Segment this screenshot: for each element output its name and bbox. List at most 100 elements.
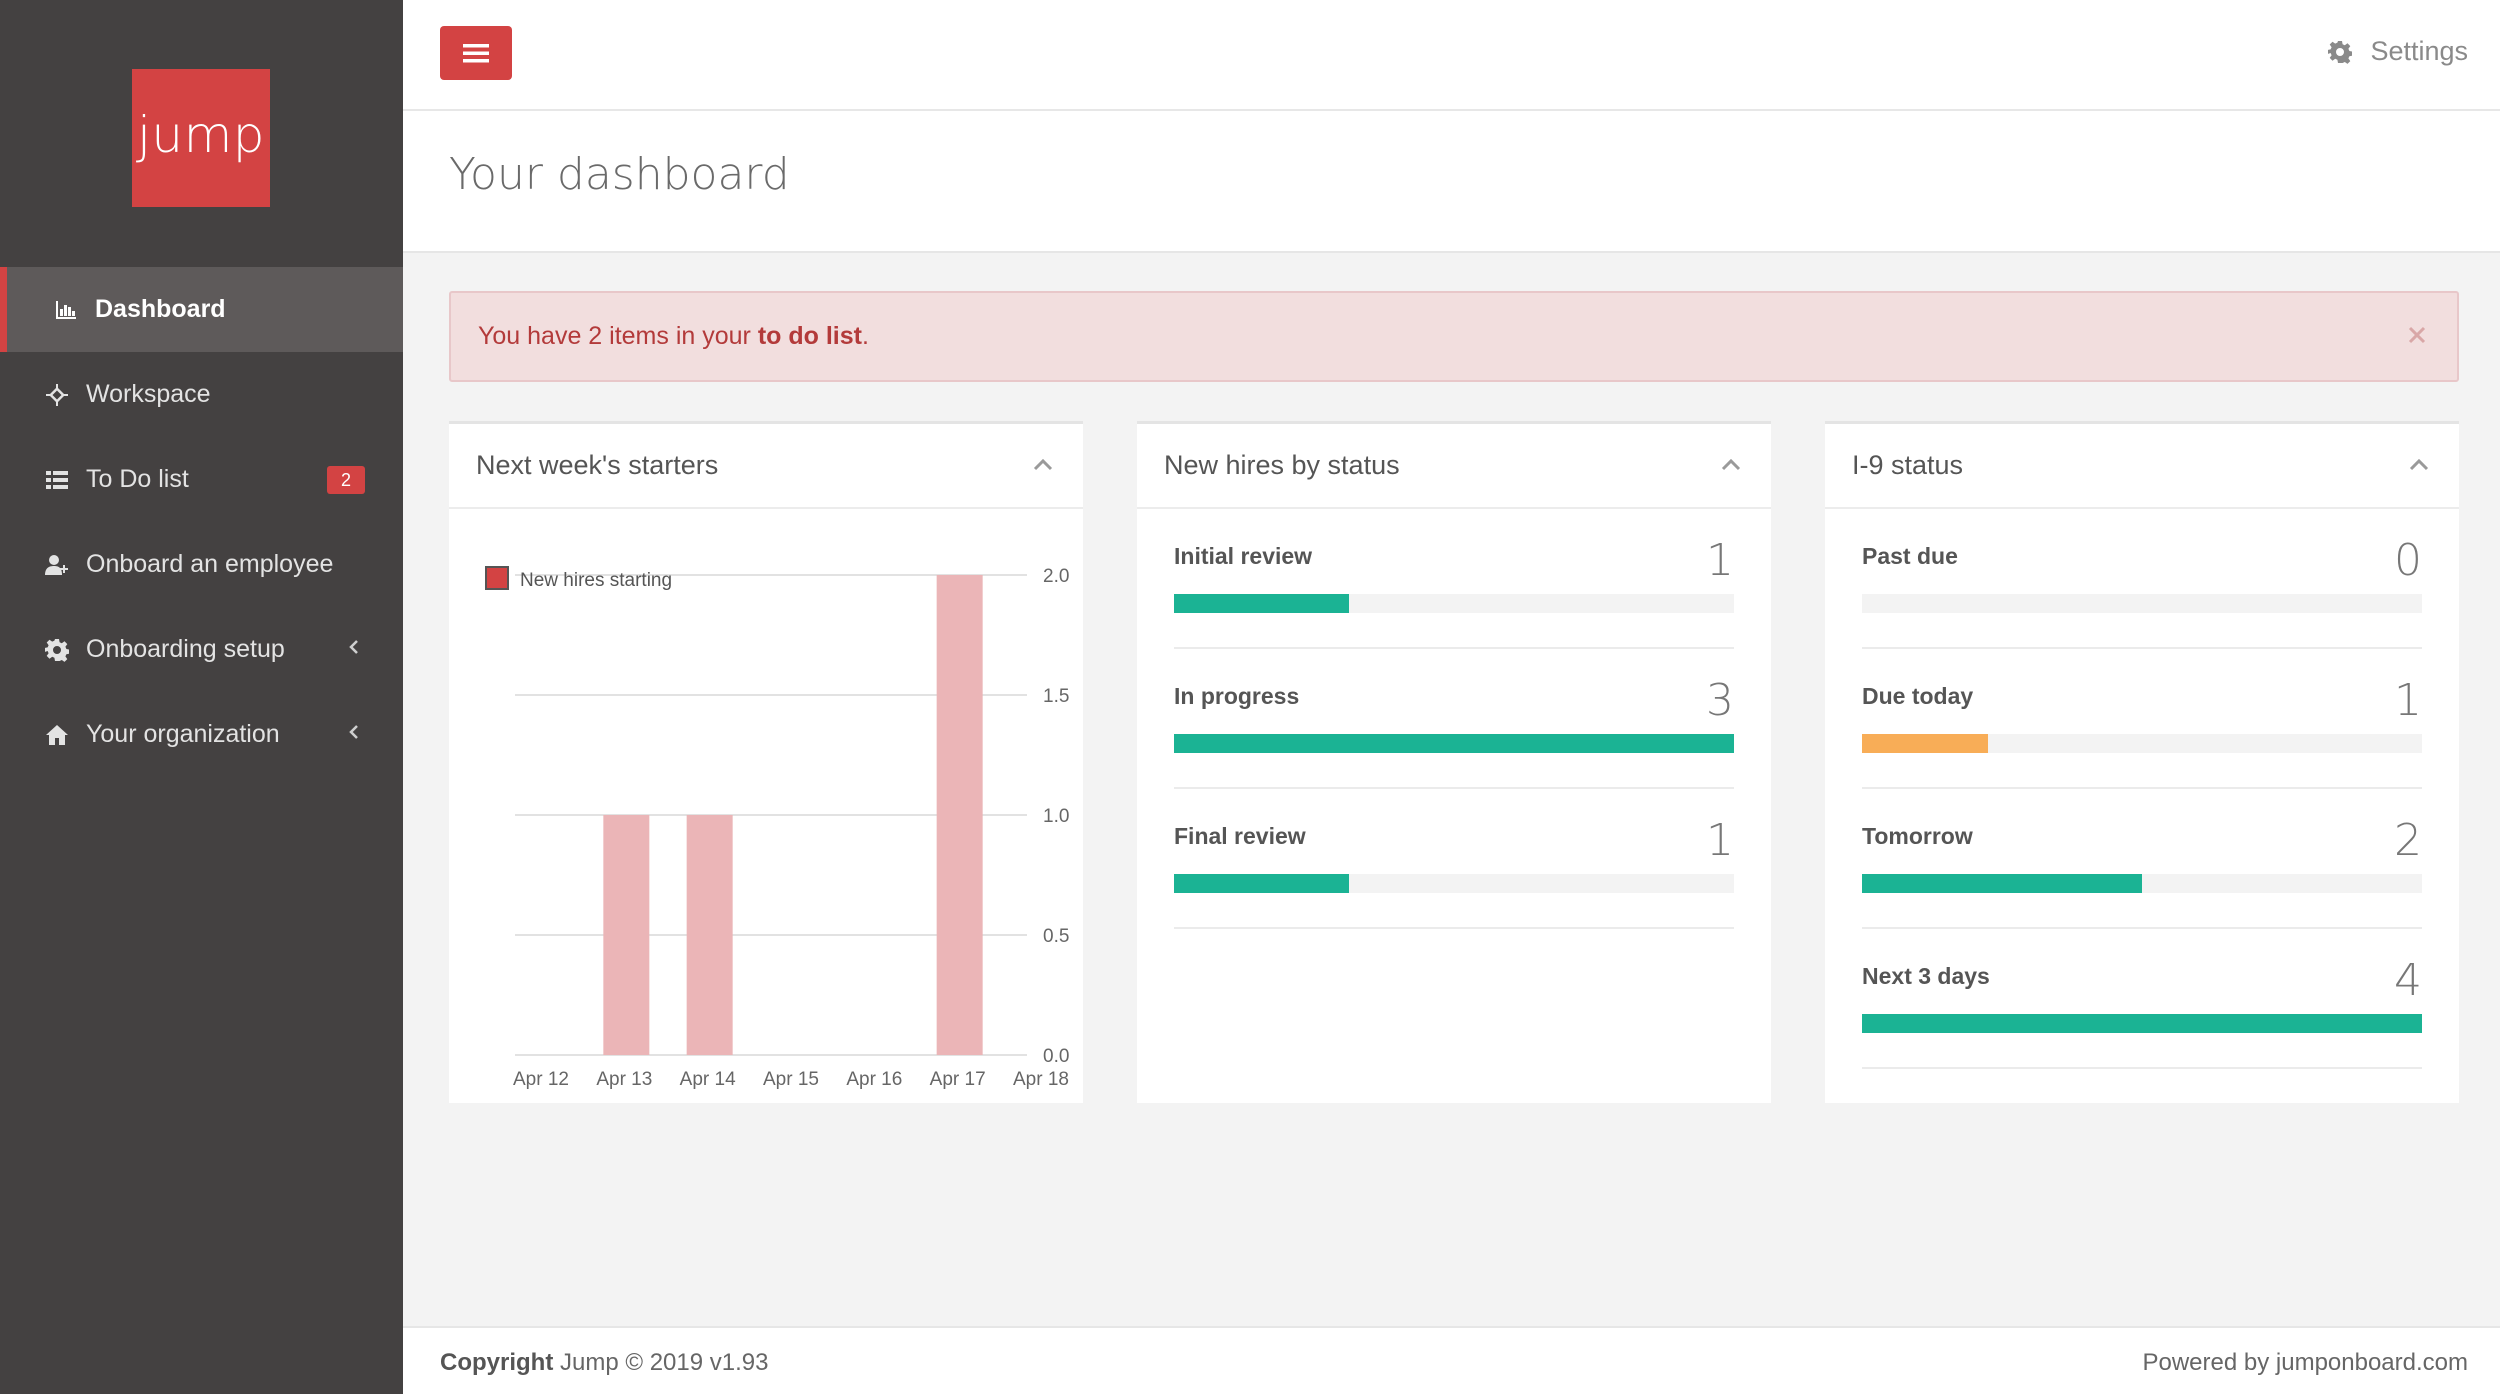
progress-fill (1862, 874, 2142, 893)
progress-fill (1862, 734, 1988, 753)
x-tick-label: Apr 14 (680, 1069, 736, 1090)
todo-list-link[interactable]: to do list (757, 322, 862, 350)
new-hires-panel: New hires by status Initial review 1 In … (1137, 421, 1771, 1103)
chevron-up-icon[interactable] (2408, 456, 2432, 476)
logo[interactable]: jump (132, 69, 270, 207)
alert-suffix: . (861, 322, 869, 350)
x-tick-label: Apr 12 (513, 1069, 569, 1090)
sidebar-item-your-organization[interactable]: Your organization (0, 692, 403, 777)
copyright-label: Copyright (440, 1349, 554, 1376)
chevron-up-icon[interactable] (1720, 456, 1744, 476)
progress-track (1862, 874, 2422, 893)
status-row[interactable]: Due today 1 (1862, 649, 2422, 789)
top-bar: Settings (403, 0, 2500, 111)
sidebar-item-onboard-employee[interactable]: Onboard an employee (0, 522, 403, 607)
page-header: Your dashboard (403, 111, 2500, 253)
status-row[interactable]: Final review 1 (1174, 789, 1734, 929)
sidebar-item-label: Dashboard (95, 295, 226, 323)
sidebar-item-label: Onboarding setup (86, 635, 285, 663)
todo-count-badge: 2 (327, 466, 365, 494)
footer: Copyright Jump © 2019 v1.93 Powered by j… (403, 1326, 2500, 1394)
settings-link[interactable]: Settings (2328, 36, 2468, 67)
page-title: Your dashboard (449, 149, 790, 200)
copyright: Copyright Jump © 2019 v1.93 (440, 1349, 768, 1377)
x-tick-label: Apr 17 (930, 1069, 986, 1090)
status-row[interactable]: In progress 3 (1174, 649, 1734, 789)
x-tick-label: Apr 13 (596, 1069, 652, 1090)
sidebar-item-label: Onboard an employee (86, 550, 334, 578)
sidebar-nav: Dashboard Workspace To Do list 2 Onboard… (0, 267, 403, 777)
y-tick-label: 1.5 (1043, 686, 1069, 707)
home-icon (44, 722, 70, 748)
copyright-text: Jump © 2019 v1.93 (553, 1349, 769, 1376)
status-label: Tomorrow (1862, 823, 1973, 849)
progress-track (1174, 734, 1734, 753)
sidebar-item-label: Workspace (86, 380, 211, 408)
progress-track (1862, 594, 2422, 613)
status-label: In progress (1174, 683, 1300, 709)
progress-fill (1174, 734, 1734, 753)
panel-title: Next week's starters (476, 450, 719, 480)
status-count: 2 (2394, 815, 2422, 866)
hamburger-icon (463, 44, 489, 63)
status-label: Next 3 days (1862, 963, 1990, 989)
panel-title: New hires by status (1164, 450, 1400, 480)
x-tick-label: Apr 16 (846, 1069, 902, 1090)
starters-chart-svg: 0.0 0.5 1.0 1.5 2.0 Apr 12 Apr 13 Apr 14 Apr 15 A… (485, 566, 1069, 1090)
progress-track (1862, 734, 2422, 753)
chevron-left-icon (347, 720, 367, 744)
status-row[interactable]: Next 3 days 4 (1862, 929, 2422, 1069)
i9-status-panel: I-9 status Past due 0 Due today 1 Tomorr… (1825, 421, 2459, 1103)
alert-prefix: You have 2 items in your (478, 322, 758, 350)
status-count: 4 (2394, 955, 2422, 1006)
close-icon[interactable] (2407, 323, 2431, 347)
x-tick-label: Apr 15 (763, 1069, 819, 1090)
panel-header: Next week's starters (449, 424, 1083, 509)
powered-by-link[interactable]: Powered by jumponboard.com (2142, 1349, 2468, 1376)
legend-swatch (485, 566, 509, 590)
status-row[interactable]: Tomorrow 2 (1862, 789, 2422, 929)
status-count: 1 (2394, 675, 2422, 726)
chart-bar (686, 815, 733, 1055)
status-label: Past due (1862, 543, 1958, 569)
status-row[interactable]: Past due 0 (1862, 509, 2422, 649)
legend-label: New hires starting (520, 570, 672, 591)
starters-panel: Next week's starters 0.0 0.5 1.0 1.5 2.0 Apr … (449, 421, 1083, 1103)
i9-rows: Past due 0 Due today 1 Tomorrow 2 Next 3… (1862, 509, 2422, 1069)
status-count: 1 (1706, 535, 1734, 586)
list-icon (44, 467, 70, 493)
menu-toggle-button[interactable] (440, 26, 512, 80)
bar-chart-icon (53, 297, 79, 323)
status-label: Initial review (1174, 543, 1313, 569)
sidebar-item-label: Your organization (86, 720, 280, 748)
gear-icon (44, 637, 70, 663)
status-count: 1 (1706, 815, 1734, 866)
progress-track (1174, 594, 1734, 613)
starters-chart: 0.0 0.5 1.0 1.5 2.0 Apr 12 Apr 13 Apr 14 Apr 15 A… (449, 509, 1083, 1106)
logo-text: jump (136, 106, 266, 164)
y-tick-label: 0.5 (1043, 926, 1069, 947)
progress-track (1862, 1014, 2422, 1033)
y-tick-label: 1.0 (1043, 806, 1069, 827)
status-label: Due today (1862, 683, 1974, 709)
chart-bar (936, 575, 983, 1055)
sidebar: jump Dashboard Workspace To Do list 2 (0, 0, 403, 1394)
status-count: 3 (1706, 675, 1734, 726)
sidebar-item-dashboard[interactable]: Dashboard (0, 267, 403, 352)
chevron-up-icon[interactable] (1032, 456, 1056, 476)
gear-icon (2328, 40, 2353, 64)
chevron-left-icon (347, 635, 367, 659)
status-count: 0 (2394, 535, 2422, 586)
progress-fill (1174, 874, 1350, 893)
progress-fill (1862, 1014, 2422, 1033)
sidebar-item-onboarding-setup[interactable]: Onboarding setup (0, 607, 403, 692)
settings-label: Settings (2370, 36, 2468, 66)
panel-header: I-9 status (1825, 424, 2459, 509)
sidebar-item-label: To Do list (86, 465, 189, 493)
alert-text: You have 2 items in your to do list. (478, 322, 869, 351)
sidebar-item-todo[interactable]: To Do list 2 (0, 437, 403, 522)
sidebar-item-workspace[interactable]: Workspace (0, 352, 403, 437)
user-add-icon (44, 552, 70, 578)
y-tick-label: 0.0 (1043, 1046, 1069, 1067)
status-row[interactable]: Initial review 1 (1174, 509, 1734, 649)
